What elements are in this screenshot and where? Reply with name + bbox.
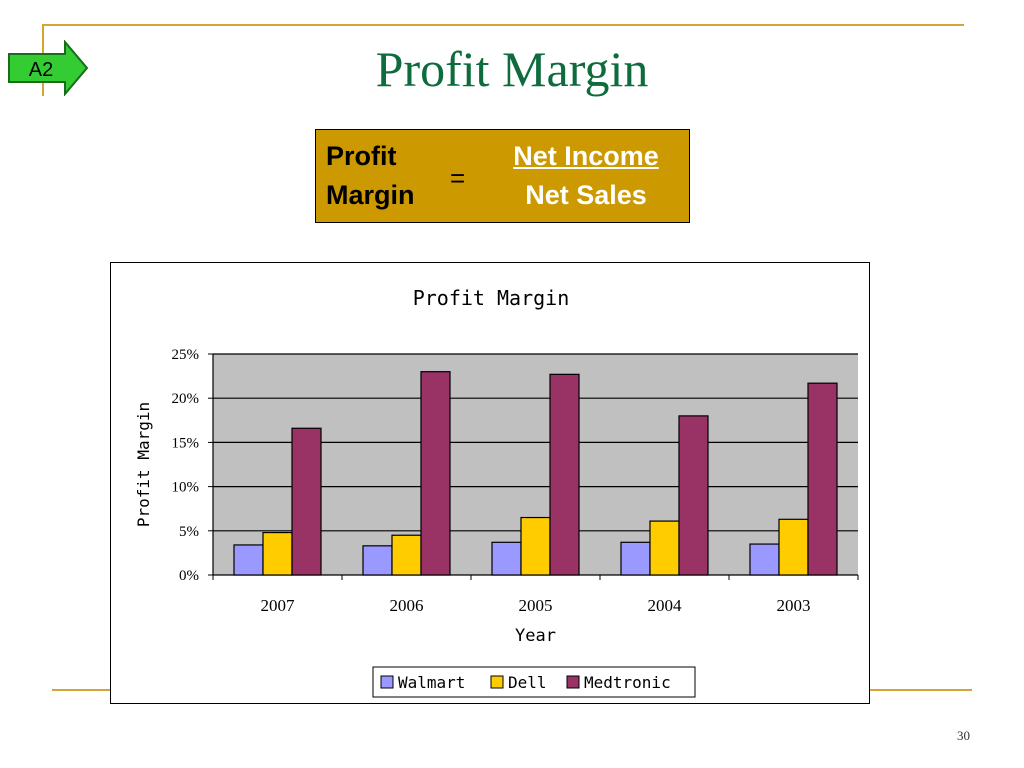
legend-swatch-dell (490, 675, 504, 689)
a2-arrow-icon[interactable]: A2 (5, 40, 89, 96)
formula-numerator: Net Income (513, 141, 659, 171)
y-tick-label: 20% (172, 391, 200, 407)
profit-margin-chart: 0% 5% 10% 15% 20% 25% 2007 2006 2005 2004 2003 Prof… (134, 286, 859, 698)
bar-medtronic-2007 (291, 427, 322, 576)
bar-dell-2007 (262, 531, 293, 576)
x-tick-label: 2005 (519, 596, 553, 615)
bar-dell-2003 (778, 518, 809, 576)
bar-medtronic-2003 (807, 382, 838, 576)
formula-denominator: Net Sales (525, 180, 647, 210)
y-tick-label: 25% (172, 347, 200, 363)
slide-title: Profit Margin (375, 41, 649, 97)
y-tick-label: 5% (179, 524, 199, 540)
y-tick-label: 0% (179, 568, 199, 584)
y-tick-label: 15% (172, 435, 200, 451)
x-tick-label: 2007 (261, 596, 296, 615)
bar-walmart-2005 (491, 541, 522, 576)
chart-title: Profit Margin (413, 286, 570, 310)
x-tick-label: 2003 (777, 596, 811, 615)
bar-medtronic-2005 (549, 373, 580, 576)
bar-dell-2006 (391, 534, 422, 576)
bar-walmart-2007 (233, 544, 264, 576)
bar-medtronic-2006 (420, 371, 451, 576)
x-tick-label: 2004 (648, 596, 683, 615)
bar-walmart-2006 (362, 545, 393, 576)
formula-equals: = (450, 163, 466, 193)
x-axis-label: Year (515, 626, 556, 646)
bottom-rule-right (870, 689, 972, 691)
legend-box (372, 666, 696, 698)
legend-swatch-medtronic (566, 675, 580, 689)
formula-box: Profit Margin = Net Income Net Sales (315, 129, 690, 223)
legend-label-medtronic: Medtronic (584, 673, 671, 692)
bar-walmart-2003 (749, 543, 780, 576)
chart-frame: 0% 5% 10% 15% 20% 25% 2007 2006 2005 2004 2003 Prof… (110, 262, 870, 704)
legend-swatch-walmart (380, 675, 394, 689)
legend-label-walmart: Walmart (398, 673, 465, 692)
top-rule (42, 24, 964, 26)
y-axis-label: Profit Margin (134, 402, 153, 527)
bottom-rule-left (52, 689, 112, 691)
bar-dell-2004 (649, 520, 680, 576)
a2-tag-label: A2 (29, 59, 53, 81)
y-tick-label: 10% (172, 480, 200, 496)
formula-left-line2: Margin (326, 180, 415, 210)
bar-walmart-2004 (620, 541, 651, 576)
formula-left-line1: Profit (326, 141, 397, 171)
bar-medtronic-2004 (678, 415, 709, 576)
page-number: 30 (957, 728, 970, 743)
legend-label-dell: Dell (508, 673, 547, 692)
bar-dell-2005 (520, 516, 551, 576)
x-tick-label: 2006 (390, 596, 424, 615)
